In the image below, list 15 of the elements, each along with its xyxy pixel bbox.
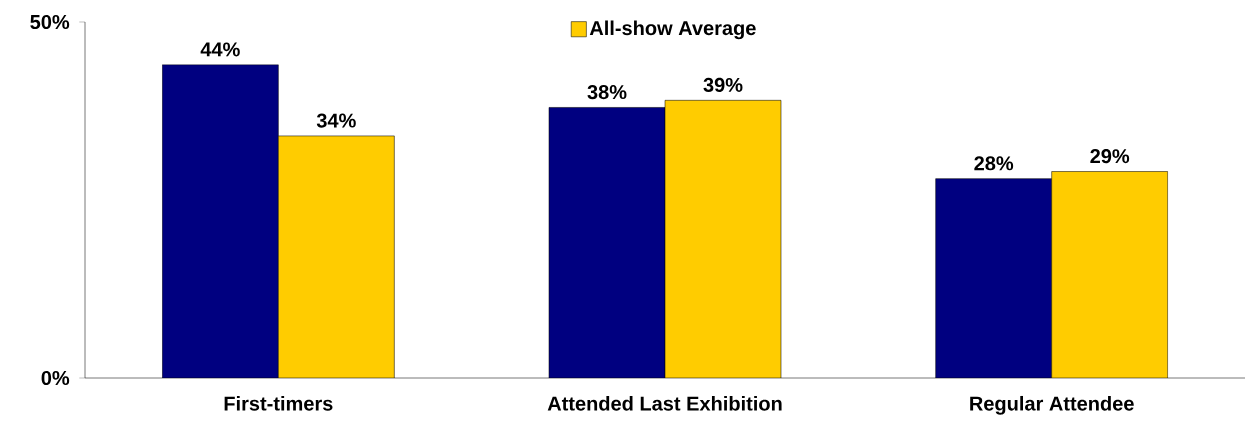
y-tick-label: 50% — [30, 14, 70, 30]
y-tick-label: 0% — [41, 370, 70, 386]
bar — [549, 107, 666, 378]
data-label: 44% — [200, 42, 240, 57]
data-label: 29% — [1090, 149, 1130, 164]
x-tick-label: Attended Last Exhibition — [547, 395, 782, 411]
x-tick-label: First-timers — [224, 395, 333, 411]
data-label: 34% — [316, 113, 356, 128]
legend-label: All-show Average — [589, 20, 756, 40]
x-tick-label: Regular Attendee — [970, 395, 1134, 415]
data-label: 28% — [974, 156, 1014, 171]
bar — [935, 178, 1052, 378]
data-label: 39% — [703, 77, 743, 93]
bar — [162, 64, 279, 378]
data-label: 38% — [587, 84, 627, 100]
